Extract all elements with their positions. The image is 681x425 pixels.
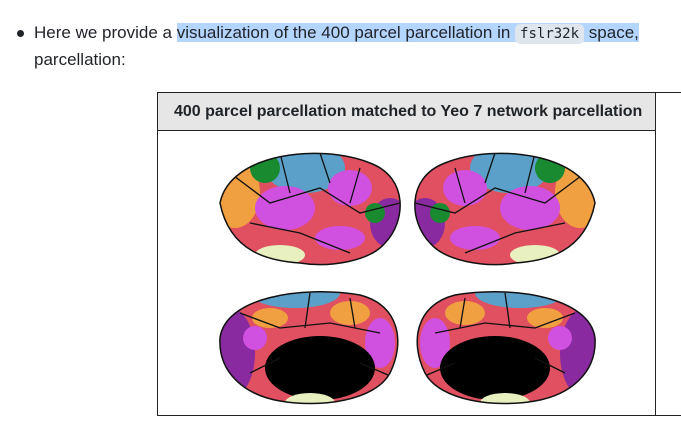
inline-code: fslr32k (515, 24, 585, 44)
figure-table: 400 parcel parcellation matched to Yeo 7… (157, 92, 681, 416)
text: visualization of the 400 parcel parcella… (176, 23, 511, 42)
bullet-item: Here we provide a visualization of the 4… (34, 20, 639, 72)
highlighted-text: visualization of the 400 parcel parcella… (176, 23, 639, 44)
brain-medial-right (405, 278, 610, 413)
brain-lateral-left (210, 143, 410, 273)
table-header: 400 parcel parcellation matched to Yeo 7… (158, 93, 656, 131)
brain-figure (158, 131, 655, 415)
column-divider (655, 93, 656, 415)
bullet-dot (17, 30, 24, 37)
text: space, (588, 23, 639, 42)
text: Here we provide a (34, 23, 172, 42)
text: parcellation: (34, 50, 126, 69)
brain-lateral-right (405, 143, 605, 273)
brain-medial-left (205, 278, 410, 413)
